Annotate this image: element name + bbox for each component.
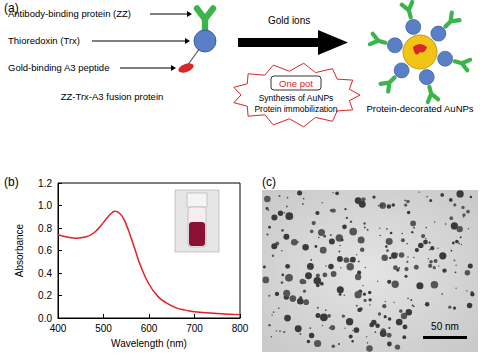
- svg-text:400: 400: [50, 323, 67, 334]
- svg-text:Absorbance: Absorbance: [14, 223, 25, 277]
- svg-text:Protein immobilization: Protein immobilization: [254, 104, 337, 114]
- svg-text:(c): (c): [262, 175, 276, 189]
- svg-text:600: 600: [141, 323, 158, 334]
- svg-text:Thioredoxin (Trx): Thioredoxin (Trx): [8, 35, 80, 46]
- svg-text:500: 500: [95, 323, 112, 334]
- svg-text:1.0: 1.0: [38, 200, 52, 211]
- svg-text:ZZ-Trx-A3 fusion protein: ZZ-Trx-A3 fusion protein: [61, 91, 164, 102]
- svg-text:700: 700: [186, 323, 203, 334]
- svg-text:800: 800: [232, 323, 249, 334]
- svg-text:One pot: One pot: [279, 78, 313, 89]
- svg-text:0.6: 0.6: [38, 245, 52, 256]
- svg-text:Gold ions: Gold ions: [268, 15, 310, 26]
- svg-text:(b): (b): [4, 175, 19, 189]
- svg-text:Wavelength (nm): Wavelength (nm): [111, 338, 187, 349]
- svg-text:50 nm: 50 nm: [431, 321, 459, 332]
- svg-text:Synthesis of AuNPs: Synthesis of AuNPs: [259, 93, 334, 103]
- svg-text:Antibody-binding protein (ZZ): Antibody-binding protein (ZZ): [8, 8, 131, 19]
- svg-text:1.2: 1.2: [38, 178, 52, 189]
- svg-text:0.0: 0.0: [38, 312, 52, 324]
- svg-text:Protein-decorated AuNPs: Protein-decorated AuNPs: [366, 103, 473, 114]
- svg-text:0.4: 0.4: [38, 268, 52, 279]
- svg-text:0.2: 0.2: [38, 290, 52, 301]
- svg-text:0.8: 0.8: [38, 223, 52, 234]
- svg-text:Gold-binding A3 peptide: Gold-binding A3 peptide: [8, 62, 109, 73]
